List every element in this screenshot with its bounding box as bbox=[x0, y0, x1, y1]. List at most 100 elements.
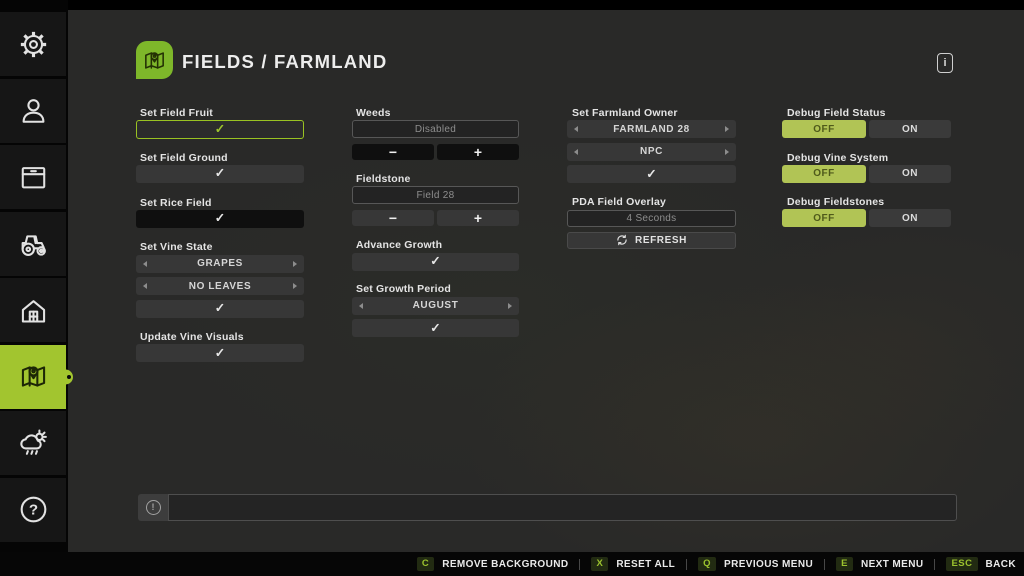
hint-next-menu[interactable]: E NEXT MENU bbox=[836, 556, 923, 572]
check-icon: ✓ bbox=[214, 166, 226, 181]
hotkey-bar: C REMOVE BACKGROUND X RESET ALL Q PREVIO… bbox=[0, 552, 1024, 576]
weeds-label: Weeds bbox=[356, 107, 391, 119]
next-arrow-icon[interactable] bbox=[293, 260, 297, 267]
map-icon bbox=[145, 51, 164, 69]
hint-previous-menu[interactable]: Q PREVIOUS MENU bbox=[698, 556, 813, 572]
hint-remove-background[interactable]: C REMOVE BACKGROUND bbox=[416, 556, 569, 572]
set-rice-field-label: Set Rice Field bbox=[140, 197, 212, 209]
sidebar-item-vehicles[interactable] bbox=[0, 211, 66, 276]
debug-field-status-on-button[interactable]: ON bbox=[869, 120, 951, 138]
debug-fieldstones-off-button[interactable]: OFF bbox=[782, 209, 866, 227]
fieldstone-value-display: Field 28 bbox=[352, 186, 519, 204]
debug-vine-system-label: Debug Vine System bbox=[787, 152, 889, 164]
key-badge: ESC bbox=[946, 556, 978, 572]
key-badge: Q bbox=[698, 556, 716, 572]
key-badge: C bbox=[416, 556, 435, 572]
set-vine-state-button[interactable]: ✓ bbox=[136, 299, 304, 318]
set-field-fruit-label: Set Field Fruit bbox=[140, 107, 214, 119]
sidebar: ? bbox=[0, 0, 68, 576]
debug-field-status-off-button[interactable]: OFF bbox=[782, 120, 866, 138]
sidebar-item-profile[interactable] bbox=[0, 78, 66, 143]
info-bar-message bbox=[168, 494, 957, 521]
sidebar-item-storage[interactable] bbox=[0, 145, 66, 209]
vine-leaves-selector[interactable]: NO LEAVES bbox=[136, 277, 304, 295]
owner-value: NPC bbox=[640, 146, 663, 157]
vine-type-value: GRAPES bbox=[197, 258, 243, 269]
set-farmland-owner-button[interactable]: ✓ bbox=[567, 165, 736, 183]
help-icon: ? bbox=[20, 496, 46, 523]
next-arrow-icon[interactable] bbox=[508, 302, 512, 309]
hint-separator bbox=[686, 558, 688, 570]
debug-vine-system-on-button[interactable]: ON bbox=[869, 164, 951, 183]
weeds-minus-button[interactable]: − bbox=[352, 143, 434, 160]
sidebar-item-help[interactable]: ? bbox=[0, 477, 66, 542]
refresh-button[interactable]: REFRESH bbox=[567, 231, 736, 249]
prev-arrow-icon[interactable] bbox=[143, 260, 147, 267]
next-arrow-icon[interactable] bbox=[293, 283, 297, 289]
growth-period-value: AUGUST bbox=[412, 300, 459, 311]
page-title: FIELDS / FARMLAND bbox=[182, 51, 388, 72]
hint-separator bbox=[934, 558, 936, 570]
weather-icon bbox=[19, 429, 47, 455]
hint-reset-all[interactable]: X RESET ALL bbox=[591, 556, 675, 572]
key-badge: X bbox=[591, 556, 609, 572]
plus-icon: + bbox=[473, 143, 483, 160]
fieldstone-plus-button[interactable]: + bbox=[437, 209, 519, 226]
info-button[interactable]: i bbox=[937, 53, 953, 73]
check-icon: ✓ bbox=[214, 211, 226, 226]
tractor-icon bbox=[21, 235, 46, 256]
check-icon: ✓ bbox=[646, 166, 657, 181]
info-icon: i bbox=[943, 57, 947, 69]
weeds-plus-button[interactable]: + bbox=[437, 143, 519, 160]
update-vine-visuals-label: Update Vine Visuals bbox=[140, 331, 244, 343]
debug-fieldstones-label: Debug Fieldstones bbox=[787, 196, 885, 208]
prev-arrow-icon[interactable] bbox=[574, 126, 578, 132]
set-field-fruit-button[interactable]: ✓ bbox=[136, 120, 304, 139]
farmland-value: FARMLAND 28 bbox=[613, 123, 690, 135]
farmland-selector[interactable]: FARMLAND 28 bbox=[567, 120, 736, 138]
debug-fieldstones-on-button[interactable]: ON bbox=[869, 209, 951, 227]
owner-selector[interactable]: NPC bbox=[567, 142, 736, 161]
update-vine-visuals-button[interactable]: ✓ bbox=[136, 344, 304, 362]
growth-period-selector[interactable]: AUGUST bbox=[352, 296, 519, 315]
set-farmland-owner-label: Set Farmland Owner bbox=[572, 107, 678, 119]
minus-icon: − bbox=[388, 209, 398, 226]
prev-arrow-icon[interactable] bbox=[359, 302, 363, 309]
plus-icon: + bbox=[473, 209, 483, 226]
prev-arrow-icon[interactable] bbox=[143, 283, 147, 289]
refresh-label: REFRESH bbox=[635, 234, 687, 246]
set-field-ground-button[interactable]: ✓ bbox=[136, 164, 304, 183]
info-bar-icon-box: ! bbox=[138, 494, 168, 521]
next-arrow-icon[interactable] bbox=[725, 148, 729, 155]
set-growth-period-button[interactable]: ✓ bbox=[352, 319, 519, 337]
debug-vine-system-off-button[interactable]: OFF bbox=[782, 164, 866, 183]
person-icon bbox=[22, 99, 44, 123]
barn-icon bbox=[21, 299, 45, 323]
key-badge: E bbox=[836, 556, 853, 572]
advance-growth-label: Advance Growth bbox=[356, 239, 443, 251]
next-arrow-icon[interactable] bbox=[725, 126, 729, 132]
gear-icon bbox=[20, 31, 46, 57]
check-icon: ✓ bbox=[214, 345, 226, 360]
set-growth-period-label: Set Growth Period bbox=[356, 283, 451, 295]
sidebar-item-buildings[interactable] bbox=[0, 278, 66, 342]
prev-arrow-icon[interactable] bbox=[574, 148, 578, 155]
pda-overlay-value-display: 4 Seconds bbox=[567, 209, 736, 227]
sidebar-item-fields-farmland[interactable] bbox=[0, 344, 66, 409]
refresh-icon bbox=[617, 234, 627, 246]
set-rice-field-button[interactable]: ✓ bbox=[136, 209, 304, 228]
check-icon: ✓ bbox=[214, 122, 226, 137]
advance-growth-button[interactable]: ✓ bbox=[352, 252, 519, 271]
set-vine-state-label: Set Vine State bbox=[140, 241, 213, 253]
fields-header-icon bbox=[136, 41, 173, 79]
sidebar-item-settings[interactable] bbox=[0, 12, 66, 76]
fieldstone-label: Fieldstone bbox=[356, 173, 411, 185]
check-icon: ✓ bbox=[430, 320, 441, 335]
weeds-value-display: Disabled bbox=[352, 120, 519, 138]
sidebar-item-weather[interactable] bbox=[0, 411, 66, 475]
box-icon bbox=[21, 166, 45, 188]
hint-separator bbox=[824, 558, 826, 570]
hint-back[interactable]: ESC BACK bbox=[946, 556, 1016, 572]
fieldstone-minus-button[interactable]: − bbox=[352, 209, 434, 226]
vine-type-selector[interactable]: GRAPES bbox=[136, 254, 304, 273]
